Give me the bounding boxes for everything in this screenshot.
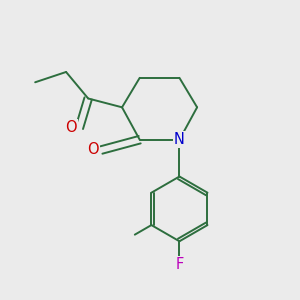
Text: O: O (87, 142, 99, 158)
Text: F: F (175, 257, 184, 272)
Text: N: N (174, 132, 185, 147)
Text: O: O (65, 120, 77, 135)
